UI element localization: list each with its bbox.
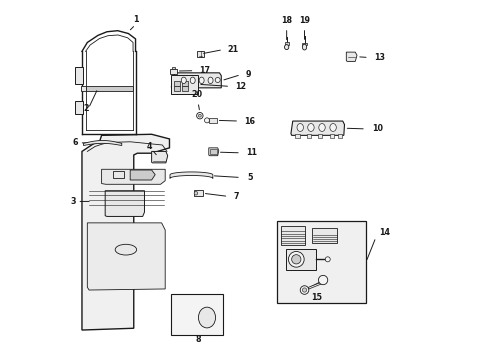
Ellipse shape	[318, 123, 325, 131]
Polygon shape	[290, 121, 344, 135]
Bar	[173, 86, 180, 91]
Bar	[284, 42, 288, 45]
Circle shape	[291, 255, 300, 264]
Polygon shape	[171, 73, 221, 88]
Text: 1: 1	[133, 14, 138, 23]
Circle shape	[215, 77, 220, 82]
Bar	[337, 134, 342, 138]
Circle shape	[300, 286, 308, 294]
Bar	[171, 294, 223, 336]
Bar	[210, 149, 216, 154]
Bar	[281, 226, 305, 245]
Bar	[208, 118, 216, 123]
Text: 9: 9	[244, 70, 250, 79]
Text: 12: 12	[235, 82, 246, 91]
Ellipse shape	[302, 44, 306, 50]
Text: 20: 20	[191, 90, 202, 99]
Ellipse shape	[207, 77, 213, 84]
Bar	[306, 134, 310, 138]
Polygon shape	[307, 280, 326, 289]
Text: 7: 7	[233, 192, 239, 201]
Polygon shape	[85, 86, 133, 91]
Circle shape	[325, 257, 329, 262]
Circle shape	[302, 288, 306, 292]
Bar	[312, 228, 337, 243]
Ellipse shape	[190, 77, 195, 84]
Bar	[276, 221, 365, 303]
Polygon shape	[346, 52, 356, 62]
Bar	[329, 134, 333, 138]
Ellipse shape	[198, 307, 215, 328]
Bar	[173, 81, 180, 86]
Text: 11: 11	[246, 148, 257, 157]
Ellipse shape	[296, 123, 303, 131]
Bar	[171, 75, 198, 94]
Polygon shape	[170, 68, 176, 73]
FancyBboxPatch shape	[173, 306, 192, 331]
Bar	[181, 81, 188, 86]
Ellipse shape	[199, 77, 203, 84]
Text: 13: 13	[373, 53, 384, 62]
Polygon shape	[151, 152, 167, 163]
Bar	[302, 43, 306, 45]
Polygon shape	[102, 169, 165, 184]
Ellipse shape	[181, 77, 186, 84]
Text: 19: 19	[298, 16, 309, 25]
Text: 3: 3	[71, 197, 76, 206]
Circle shape	[194, 192, 197, 195]
Ellipse shape	[115, 244, 136, 255]
Polygon shape	[81, 86, 86, 91]
Bar	[113, 171, 123, 178]
Polygon shape	[130, 170, 155, 180]
Polygon shape	[75, 67, 82, 84]
Text: 2: 2	[83, 104, 89, 113]
Ellipse shape	[307, 123, 313, 131]
Text: 5: 5	[247, 173, 252, 182]
Polygon shape	[75, 102, 82, 114]
Bar	[197, 51, 203, 57]
Polygon shape	[82, 134, 169, 330]
Bar	[317, 134, 322, 138]
Polygon shape	[208, 148, 218, 156]
Bar	[181, 86, 188, 91]
Text: 15: 15	[310, 293, 322, 302]
Bar	[295, 134, 299, 138]
Text: 4: 4	[147, 142, 152, 151]
Text: 6: 6	[72, 138, 78, 147]
Circle shape	[288, 251, 304, 267]
Bar	[171, 67, 175, 69]
Text: 16: 16	[244, 117, 255, 126]
Text: 18: 18	[281, 16, 292, 25]
Text: 21: 21	[227, 45, 238, 54]
Text: 10: 10	[371, 125, 382, 134]
Polygon shape	[105, 191, 144, 216]
Text: 8: 8	[195, 335, 201, 344]
Ellipse shape	[284, 45, 288, 50]
Circle shape	[204, 118, 209, 123]
Bar	[285, 249, 315, 270]
Bar	[193, 190, 203, 197]
Text: 17: 17	[199, 66, 210, 75]
Polygon shape	[87, 223, 165, 290]
Circle shape	[196, 112, 203, 119]
Ellipse shape	[329, 123, 336, 131]
Circle shape	[318, 275, 327, 285]
Circle shape	[198, 114, 201, 117]
Text: 14: 14	[378, 228, 389, 237]
